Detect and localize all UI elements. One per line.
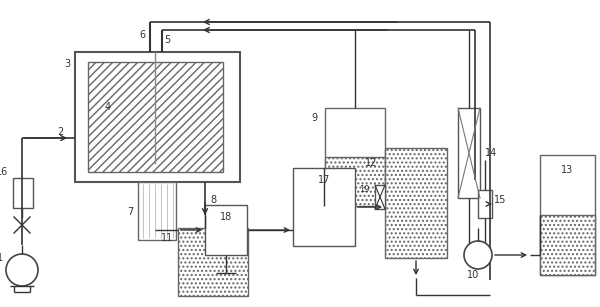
Text: 6: 6: [139, 30, 145, 40]
Bar: [325, 157, 385, 206]
Bar: [88, 62, 223, 172]
Text: 8: 8: [210, 195, 216, 205]
Bar: [138, 182, 176, 240]
Circle shape: [6, 254, 38, 286]
Bar: [325, 108, 385, 206]
Bar: [385, 148, 447, 258]
Text: 7: 7: [127, 207, 133, 217]
Bar: [178, 228, 248, 296]
Text: 9: 9: [311, 113, 317, 123]
Bar: [375, 185, 385, 209]
Text: 10: 10: [467, 270, 479, 280]
Text: 1: 1: [0, 253, 3, 263]
Text: 19: 19: [359, 185, 370, 195]
Text: 14: 14: [485, 148, 497, 158]
Bar: [540, 155, 595, 275]
Text: 15: 15: [494, 195, 506, 205]
Text: 2: 2: [57, 127, 63, 137]
Bar: [458, 108, 480, 198]
Bar: [13, 178, 33, 208]
Circle shape: [464, 241, 492, 269]
Text: 11: 11: [161, 233, 173, 243]
Text: 12: 12: [365, 158, 377, 168]
Text: 3: 3: [64, 59, 70, 69]
Bar: [540, 215, 595, 275]
Bar: [205, 205, 247, 255]
Text: 5: 5: [164, 35, 170, 45]
Bar: [293, 168, 355, 246]
Text: 17: 17: [318, 175, 330, 185]
Bar: [75, 52, 240, 182]
Text: 16: 16: [0, 167, 8, 177]
Bar: [478, 190, 492, 218]
Text: 4: 4: [105, 102, 111, 112]
Text: 18: 18: [220, 212, 232, 222]
Text: 13: 13: [561, 165, 573, 175]
